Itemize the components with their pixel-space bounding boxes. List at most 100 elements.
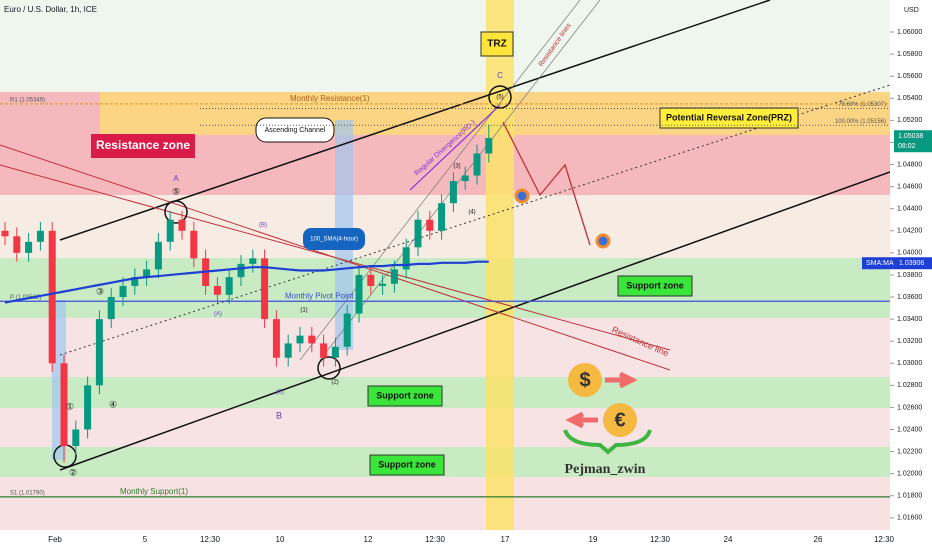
x-tick-label: 5 [143,535,148,544]
annotation: Support zone [626,280,684,290]
annotation: Resistance zone [96,138,190,152]
y-tick-label: 1.04800 [897,161,922,168]
candle-body [36,230,44,242]
candle-body [119,285,127,298]
y-tick-label: 1.02200 [897,448,922,455]
forecast-path [502,121,591,246]
annotation: (4) [468,210,475,216]
countdown: 08:02 [898,143,916,150]
annotation: $ [579,369,590,391]
y-tick-label: 1.01600 [897,515,922,522]
candle-body [308,335,316,344]
label-box [659,107,799,129]
candle-body [48,230,56,364]
annotation: B [276,410,282,420]
circle [488,85,512,109]
annotation: Potential Reversal Zone(PRZ) [666,112,792,122]
candle-body [166,219,174,242]
callout [255,117,335,143]
candle-body [225,277,233,295]
coin [568,363,602,397]
x-tick-label: 10 [276,535,285,544]
x-tick-label: 12 [364,535,373,544]
resistance-lines [319,0,601,361]
candle-body [60,363,68,447]
candle-body [449,181,457,204]
y-tick-label: 1.02000 [897,471,922,478]
x-tick-label: Feb [48,535,62,544]
candle-body [131,277,139,286]
annotation: ④ [109,399,117,409]
candle-body [296,335,304,344]
candle-body [320,343,328,358]
annotation: (2) [331,380,338,386]
candle-body [473,153,481,176]
callout [303,228,365,250]
candle-body [390,269,398,284]
bg-top [0,0,890,92]
candle-body [426,219,434,231]
price-tag-bg [894,130,932,153]
y-tick-label: 1.04400 [897,206,922,213]
zones [0,0,890,530]
candle-body [84,385,92,430]
candle-body [107,297,115,320]
price-axis [890,0,932,550]
y-tick-label: 1.03600 [897,294,922,301]
candle-body [331,346,339,358]
level-name: Monthly Pivot Point [285,291,354,300]
y-tick-label: 1.05600 [897,73,922,80]
fib-label: 78.60% (1.05307) [838,102,886,108]
channel-mid [59,84,891,356]
sma-tag-bg [862,257,932,270]
price-tag-value: 1.05038 [898,133,923,140]
annotation: Support zone [378,459,436,469]
y-tick-label: 1.03800 [897,272,922,279]
annotation: € [614,409,625,431]
y-tick-label: 1.05200 [897,117,922,124]
sma-tag-value: 1.03906 [899,260,924,267]
x-tick-label: 24 [724,535,733,544]
divergence-line [409,104,501,191]
annotation: ③ [96,286,104,296]
candle-body [343,313,351,347]
annotation: (A) [214,312,222,318]
annotation: 100_SMA(4-hour) [310,237,358,243]
bg-band [0,477,890,530]
candle-body [13,236,21,253]
target [514,188,530,204]
y-tick-label: 1.04000 [897,250,922,257]
sma-tag-name: SMA:MA [866,260,894,267]
annotation: TRZ [487,39,506,50]
x-tick-label: 17 [501,535,510,544]
y-tick-label: 1.03000 [897,360,922,367]
candle-body [95,319,103,386]
y-tick-label: 1.04600 [897,183,922,190]
candle-body [1,230,9,237]
bg-band [0,408,890,447]
annotation: Support zone [376,390,434,400]
annotation: Ascending Channel [265,127,326,134]
candle-body [72,429,80,447]
channel-bottom [59,171,891,471]
annotation: ① [66,401,74,411]
label-box [617,275,693,297]
candle-body [143,269,151,278]
x-tick-label: 12:30 [650,535,671,544]
arrow [565,411,598,429]
bracket [563,429,652,455]
fib-label: 100.00% (1.05156) [835,119,886,125]
chart-title: Euro / U.S. Dollar, 1h, ICE [4,5,97,14]
level-label: S1 (1.01790) [10,490,45,496]
x-tick-label: 26 [814,535,823,544]
y-tick-label: 1.05800 [897,51,922,58]
label-box [480,31,514,57]
candle-body [355,274,363,314]
circle [317,356,341,380]
sma-line [4,260,489,304]
candle-body [272,319,280,358]
candle-body [414,219,422,248]
y-tick-label: 1.04200 [897,228,922,235]
resistance-line [0,164,671,351]
